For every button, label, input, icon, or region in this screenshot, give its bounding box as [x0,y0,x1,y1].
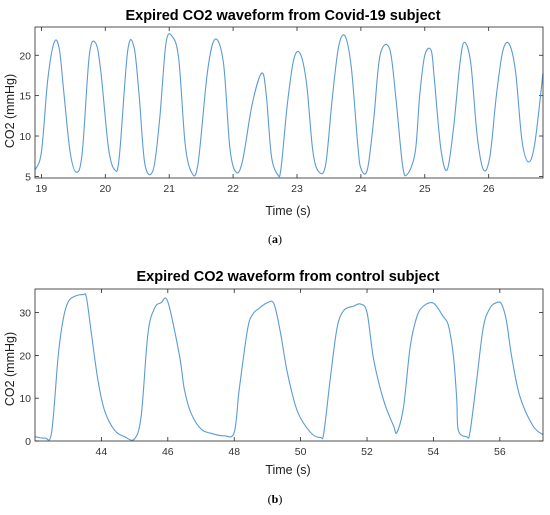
ticks-a: 19 20 21 22 23 24 25 26 5 10 15 20 [19,27,543,195]
chart-panel-a: Expired CO2 waveform from Covid-19 subje… [3,8,544,246]
x-tick-label: 46 [162,446,174,458]
co2-trace-a [34,33,544,178]
x-tick-label: 21 [163,183,175,195]
caption-a: (a) [268,232,282,246]
y-tick-label: 0 [25,436,31,448]
x-axis-label-b: Time (s) [265,463,310,477]
x-tick-label: 20 [99,183,111,195]
x-tick-label: 54 [428,446,440,458]
y-tick-label: 10 [19,131,31,143]
chart-title-b: Expired CO2 waveform from control subjec… [137,269,440,285]
x-tick-label: 48 [228,446,240,458]
x-tick-label: 56 [494,446,506,458]
chart-title-a: Expired CO2 waveform from Covid-19 subje… [125,8,440,24]
x-tick-label: 19 [36,183,48,195]
x-tick-label: 44 [96,446,108,458]
plot-frame-b [34,288,544,442]
x-tick-label: 23 [291,183,303,195]
y-axis-label-b: CO2 (mmHg) [3,332,17,406]
co2-trace-b [34,293,544,441]
x-tick-label: 26 [483,183,495,195]
y-tick-label: 20 [19,50,31,62]
y-tick-label: 30 [19,308,31,320]
y-tick-label: 10 [19,393,31,405]
chart-panel-b: Expired CO2 waveform from control subjec… [3,269,544,506]
x-tick-label: 52 [361,446,373,458]
y-tick-label: 5 [25,171,31,183]
y-axis-label-a: CO2 (mmHg) [3,74,17,148]
plot-frame-a [34,26,544,179]
x-tick-label: 50 [295,446,307,458]
y-tick-label: 15 [19,91,31,103]
x-axis-label-a: Time (s) [265,204,310,218]
x-tick-label: 24 [355,183,367,195]
ticks-b: 44 46 48 50 52 54 56 0 10 20 30 [19,289,543,458]
x-tick-label: 22 [227,183,239,195]
x-tick-label: 25 [419,183,431,195]
caption-b: (b) [268,492,283,506]
y-tick-label: 20 [19,350,31,362]
